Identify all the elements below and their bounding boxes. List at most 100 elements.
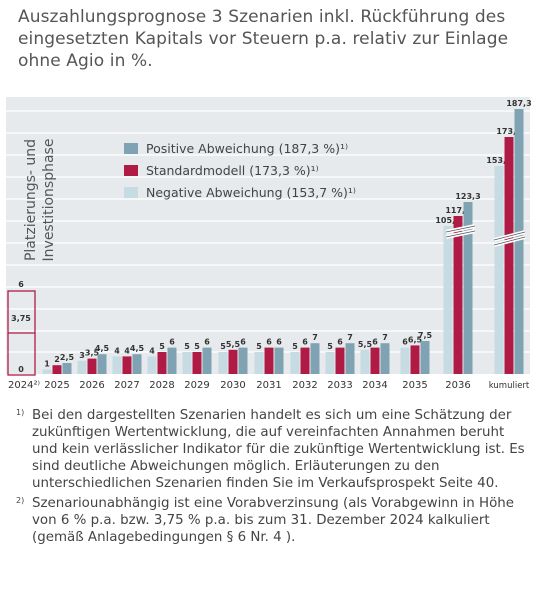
- data-label-negative: 6: [402, 338, 408, 347]
- data-label-standard: 5: [194, 342, 200, 351]
- data-label-negative: 5: [220, 342, 226, 351]
- legend-label-standard: Standardmodell (173,3 %)¹⁾: [146, 163, 319, 178]
- footnote-1: 1) Bei den dargestellten Szenarien hande…: [14, 407, 530, 492]
- data-label-standard: 4: [124, 346, 130, 355]
- data-label-positive: 7,5: [418, 331, 433, 340]
- footnote-2: 2) Szenariounabhängig ist eine Vorabverz…: [14, 495, 530, 546]
- data-label-negative: 3: [79, 351, 85, 360]
- bar-standard: [52, 365, 62, 374]
- data-label-positive: 7: [347, 333, 353, 342]
- bar-negative: [360, 349, 370, 374]
- plot-background: [6, 97, 530, 374]
- x-tick-label: 2027: [114, 380, 139, 391]
- bar-positive: [380, 343, 390, 374]
- bar-negative: [325, 352, 335, 374]
- data-label-negative: 153,7: [486, 156, 511, 165]
- bar-standard: [410, 345, 420, 374]
- bar-negative: [443, 226, 453, 374]
- data-label-positive: 7: [382, 333, 388, 342]
- x-tick-label: 2032: [292, 380, 317, 391]
- data-label-standard: 5: [159, 342, 165, 351]
- x-tick-label: 2036: [445, 380, 470, 391]
- data-label-negative: 105,2: [435, 216, 460, 225]
- data-label-positive: 4,5: [95, 344, 110, 353]
- bar-positive: [463, 202, 473, 374]
- bar-standard: [370, 347, 380, 374]
- bar-positive: [132, 354, 142, 374]
- bar-standard: [264, 347, 274, 374]
- data-label-positive: 187,3: [506, 99, 531, 108]
- data-label-negative: 5: [292, 342, 298, 351]
- data-label-negative: 5: [327, 342, 333, 351]
- data-label-negative: 4: [114, 346, 120, 355]
- bar-positive: [97, 354, 107, 374]
- bar-standard: [192, 352, 202, 374]
- footnote-2-text: Szenariounabhängig ist eine Vorabverzins…: [32, 496, 514, 545]
- bar-positive: [167, 347, 177, 374]
- x-tick-label: 2035: [402, 380, 427, 391]
- side-label: Platzierungs- und Investitionsphase: [23, 139, 57, 262]
- bar-positive: [514, 109, 524, 374]
- bar-standard: [228, 349, 238, 374]
- bar-standard: [87, 358, 97, 374]
- x-tick-label: 2034: [362, 380, 387, 391]
- data-label-standard: 3,5: [85, 349, 100, 358]
- x-tick-label: 2029: [184, 380, 209, 391]
- x-tick-label: 2028: [149, 380, 174, 391]
- data-label-standard: 6: [302, 338, 308, 347]
- bar-positive: [345, 343, 355, 374]
- bar-negative: [182, 352, 192, 374]
- data-label-positive: 6: [204, 338, 210, 347]
- bar-negative: [77, 360, 87, 374]
- bar-negative: [147, 356, 157, 374]
- data-label-positive: 4,5: [130, 344, 145, 353]
- data-label-negative: 5,5: [358, 340, 373, 349]
- x-tick-label: 2033: [327, 380, 352, 391]
- bar-negative: [42, 369, 52, 374]
- axis-break-mark: [445, 230, 476, 238]
- axis-break-mark: [493, 236, 526, 246]
- x-tick-label: kumuliert: [489, 381, 530, 391]
- bar-positive: [310, 343, 320, 374]
- data-label-positive: 2,5: [60, 353, 75, 362]
- x-tick-label: 2026: [79, 380, 104, 391]
- data-label-standard: 6: [372, 338, 378, 347]
- data-label-positive: 7: [312, 333, 318, 342]
- bar-positive: [62, 363, 72, 374]
- x-tick-label: 2030: [220, 380, 245, 391]
- bar-negative: [494, 166, 504, 374]
- footnotes: 1) Bei den dargestellten Szenarien hande…: [14, 407, 530, 549]
- legend-swatch-standard: [124, 165, 138, 176]
- bar-standard: [504, 137, 514, 374]
- bar-positive: [274, 347, 284, 374]
- data-label-standard: 117,3: [445, 206, 470, 215]
- data-label-standard: 5,5: [226, 340, 241, 349]
- bar-standard: [300, 347, 310, 374]
- bar-negative: [254, 352, 264, 374]
- footnote-1-mark: 1): [16, 408, 25, 417]
- data-label-standard: 6: [266, 338, 272, 347]
- footnote-1-text: Bei den dargestellten Szenarien handelt …: [32, 408, 525, 491]
- data-label-negative: 4: [149, 346, 155, 355]
- data-label-standard: 6,5: [408, 335, 423, 344]
- bar-negative: [290, 352, 300, 374]
- bar-standard: [122, 356, 132, 374]
- data-label-negative: 5: [256, 342, 262, 351]
- bar-standard: [157, 352, 167, 374]
- data-label-standard: 6: [337, 338, 343, 347]
- legend-swatch-positive: [124, 143, 138, 154]
- data-label-negative: 1: [44, 360, 50, 369]
- x-tick-label: 2024²⁾: [8, 380, 40, 391]
- data-label-positive: 123,3: [455, 192, 480, 201]
- data-label-positive: 6: [18, 280, 24, 289]
- bar-standard: [453, 216, 463, 374]
- data-label-negative: 5: [184, 342, 190, 351]
- legend-label-positive: Positive Abweichung (187,3 %)¹⁾: [146, 141, 348, 156]
- legend-swatch-negative: [124, 187, 138, 198]
- data-label-positive: 6: [240, 338, 246, 347]
- footnote-2-mark: 2): [16, 496, 25, 505]
- legend-label-negative: Negative Abweichung (153,7 %)¹⁾: [146, 185, 356, 200]
- bar-positive: [202, 347, 212, 374]
- bar-positive: [238, 347, 248, 374]
